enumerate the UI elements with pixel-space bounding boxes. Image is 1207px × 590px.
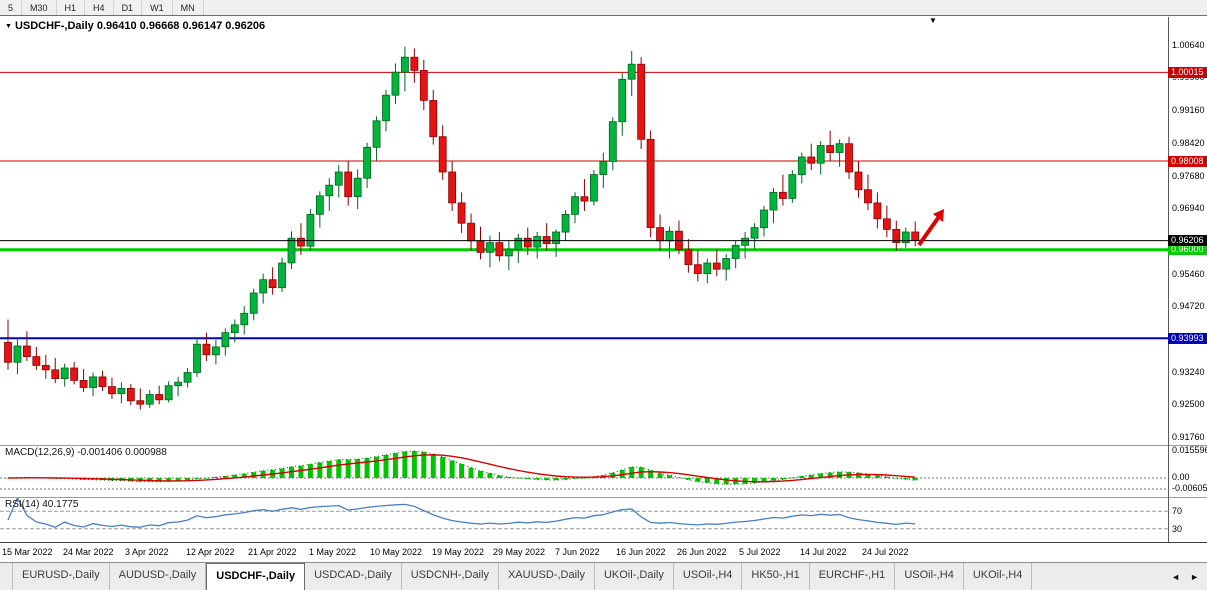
timeframe-button-w1[interactable]: W1 bbox=[142, 0, 173, 15]
date-label: 1 May 2022 bbox=[309, 547, 357, 557]
macd-panel-separator[interactable] bbox=[0, 445, 1207, 446]
price-chart-canvas[interactable] bbox=[0, 17, 1168, 444]
date-label: 7 Jun 2022 bbox=[555, 547, 600, 557]
macd-values: -0.001406 0.000988 bbox=[77, 447, 167, 458]
price-level-badge: 1.00015 bbox=[1168, 67, 1207, 78]
timeframe-button-h1[interactable]: H1 bbox=[57, 0, 86, 15]
timeframe-button-m30[interactable]: M30 bbox=[22, 0, 57, 15]
chart-title: ▼ USDCHF-,Daily 0.96410 0.96668 0.96147 0… bbox=[5, 20, 265, 32]
price-level-badge: 0.93993 bbox=[1168, 333, 1207, 344]
tab-usdchf-daily[interactable]: USDCHF-,Daily bbox=[206, 563, 306, 590]
timeframe-button-h4[interactable]: H4 bbox=[85, 0, 114, 15]
chart-tabs: EURUSD-,Daily AUDUSD-,Daily USDCHF-,Daily U… bbox=[0, 562, 1207, 590]
chart-shift-icon: ▼ bbox=[929, 16, 937, 25]
candles bbox=[4, 46, 920, 410]
price-tick: 0.99900 bbox=[1172, 72, 1205, 82]
price-tick: 0.93240 bbox=[1172, 367, 1205, 377]
date-label: 26 Jun 2022 bbox=[677, 547, 727, 557]
tab-hk50-h1[interactable]: HK50-,H1 bbox=[742, 563, 810, 590]
tab-usdcnh-daily[interactable]: USDCNH-,Daily bbox=[402, 563, 499, 590]
macd-canvas[interactable] bbox=[0, 446, 1168, 497]
price-tick: 0.96200 bbox=[1172, 236, 1205, 246]
chart-symbol: USDCHF-,Daily bbox=[14, 20, 94, 32]
date-label: 29 May 2022 bbox=[493, 547, 546, 557]
tabs-scroll-right-icon[interactable]: ► bbox=[1190, 571, 1199, 582]
timeframe-button-5[interactable]: 5 bbox=[0, 0, 23, 15]
price-tick: 0.99160 bbox=[1172, 105, 1205, 115]
price-tick: 0.95460 bbox=[1172, 269, 1205, 279]
chart-ohlc-values: 0.96410 0.96668 0.96147 0.96206 bbox=[96, 20, 266, 32]
date-label: 14 Jul 2022 bbox=[800, 547, 847, 557]
tab-eurusd-daily[interactable]: EURUSD-,Daily bbox=[12, 563, 110, 590]
macd-axis-label: -0.00605 bbox=[1172, 483, 1207, 493]
rsi-axis-label: 70 bbox=[1172, 506, 1183, 516]
date-label: 5 Jul 2022 bbox=[739, 547, 781, 557]
buy-signal-arrow bbox=[917, 209, 944, 247]
macd-axis-label: 0.00 bbox=[1172, 472, 1190, 482]
price-tick: 0.98420 bbox=[1172, 138, 1205, 148]
rsi-panel-separator[interactable] bbox=[0, 497, 1207, 498]
price-tick: 0.93980 bbox=[1172, 334, 1205, 344]
chart-bottom-border bbox=[0, 542, 1207, 543]
price-tick: 0.97680 bbox=[1172, 171, 1205, 181]
date-label: 24 Mar 2022 bbox=[63, 547, 114, 557]
price-level-badge: 0.96000 bbox=[1168, 244, 1207, 255]
time-axis: 15 Mar 2022 24 Mar 2022 3 Apr 2022 12 Apr 2… bbox=[0, 543, 1168, 561]
rsi-label: RSI(14) 40.1775 bbox=[5, 499, 79, 510]
timeframe-button-mn[interactable]: MN bbox=[173, 0, 204, 15]
rsi-line bbox=[7, 498, 916, 529]
tabs-scroll-left-icon[interactable]: ◄ bbox=[1171, 571, 1181, 582]
macd-signal-line bbox=[7, 454, 916, 483]
price-tick: 0.96940 bbox=[1172, 203, 1205, 213]
rsi-axis-label: 30 bbox=[1172, 524, 1183, 534]
price-tick: 1.00640 bbox=[1172, 40, 1205, 50]
price-tick: 0.92500 bbox=[1172, 399, 1205, 409]
tab-eurchf-h1[interactable]: EURCHF-,H1 bbox=[810, 563, 896, 590]
chart-dropdown-icon[interactable]: ▼ bbox=[5, 23, 12, 30]
current-price-badge: 0.96206 bbox=[1168, 235, 1207, 246]
date-label: 21 Apr 2022 bbox=[248, 547, 297, 557]
price-axis-border bbox=[1168, 17, 1169, 542]
rsi-value: 40.1775 bbox=[42, 499, 79, 510]
tab-xauusd-daily[interactable]: XAUUSD-,Daily bbox=[499, 563, 595, 590]
date-label: 12 Apr 2022 bbox=[186, 547, 235, 557]
price-tick: 0.94720 bbox=[1172, 301, 1205, 311]
tab-usoil-h4[interactable]: USOil-,H4 bbox=[674, 563, 743, 590]
timeframe-button-d1[interactable]: D1 bbox=[114, 0, 143, 15]
tab-ukoil-daily[interactable]: UKOil-,Daily bbox=[595, 563, 674, 590]
macd-histogram bbox=[5, 451, 918, 485]
date-label: 24 Jul 2022 bbox=[862, 547, 909, 557]
date-label: 19 May 2022 bbox=[432, 547, 485, 557]
date-label: 3 Apr 2022 bbox=[125, 547, 169, 557]
tab-scroll-arrows: ◄ ► bbox=[1161, 563, 1207, 590]
price-tick: 0.91760 bbox=[1172, 432, 1205, 442]
date-label: 10 May 2022 bbox=[370, 547, 423, 557]
date-label: 15 Mar 2022 bbox=[2, 547, 53, 557]
timeframe-toolbar: 5 M30 H1 H4 D1 W1 MN bbox=[0, 0, 1207, 16]
price-level-badge: 0.98008 bbox=[1168, 156, 1207, 167]
rsi-canvas[interactable] bbox=[0, 498, 1168, 542]
macd-label: MACD(12,26,9) -0.001406 0.000988 bbox=[5, 447, 167, 458]
date-label: 16 Jun 2022 bbox=[616, 547, 666, 557]
tab-ukoil-h4[interactable]: UKOil-,H4 bbox=[964, 563, 1033, 590]
tab-usoil-h4[interactable]: USOil-,H4 bbox=[895, 563, 964, 590]
macd-axis-label: 0.015596 bbox=[1172, 445, 1207, 455]
tab-usdcad-daily[interactable]: USDCAD-,Daily bbox=[305, 563, 402, 590]
tab-audusd-daily[interactable]: AUDUSD-,Daily bbox=[110, 563, 207, 590]
